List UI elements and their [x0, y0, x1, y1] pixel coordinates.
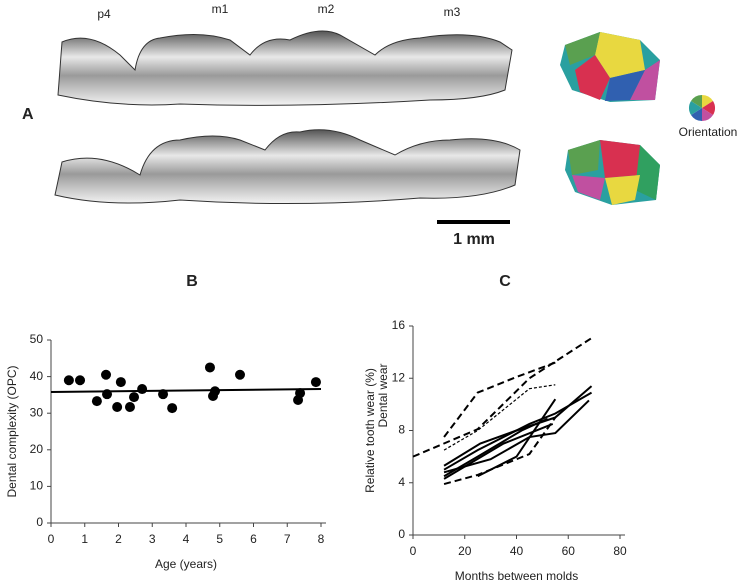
point [102, 389, 113, 400]
y-axis-label: Dental complexity (OPC) [5, 365, 19, 497]
point [158, 389, 169, 400]
y-tick-label: 50 [30, 332, 44, 346]
series-line [443, 391, 593, 471]
point [137, 384, 148, 395]
x-tick-label: 6 [250, 532, 257, 546]
tooth-label: m3 [444, 5, 461, 19]
point [115, 377, 126, 388]
tooth-row-upper [57, 30, 513, 106]
point [63, 375, 74, 386]
y-tick-label: 12 [392, 370, 406, 384]
series-line [443, 416, 557, 486]
series-line [412, 335, 595, 458]
x-tick-label: 1 [81, 532, 88, 546]
point [310, 377, 321, 388]
tooth-row-lower [54, 129, 521, 205]
series-line [443, 384, 556, 451]
x-axis-label: Months between molds [455, 569, 578, 583]
x-tick-label: 4 [183, 532, 190, 546]
point [204, 362, 215, 373]
point [235, 369, 245, 380]
series-line [443, 423, 554, 480]
x-tick-label: 0 [48, 532, 55, 546]
x-tick-label: 7 [284, 532, 291, 546]
y-tick-label: 10 [30, 479, 44, 493]
x-tick-label: 3 [149, 532, 156, 546]
y-tick-label: 40 [30, 369, 44, 383]
tooth-label: m1 [212, 2, 229, 16]
tooth-label: m2 [318, 2, 335, 16]
x-tick-label: 5 [216, 532, 223, 546]
series-line [477, 398, 557, 478]
point [91, 396, 102, 407]
scale-label: 1 mm [453, 231, 495, 248]
point [167, 403, 178, 414]
tooth-label: p4 [97, 7, 111, 21]
panel-a: A p4 m1 m2 m3 Orientation 1 mm [22, 2, 737, 248]
point [112, 401, 123, 412]
x-tick-label: 8 [318, 532, 325, 546]
x-tick-label: 0 [410, 544, 417, 558]
series-line [443, 361, 556, 438]
x-tick-label: 40 [510, 544, 524, 558]
y-tick-label: 8 [398, 423, 405, 437]
y-axis-label: Dental wear [376, 363, 390, 427]
chart-title: C [499, 273, 511, 290]
y-tick-label: 16 [392, 318, 406, 332]
point [75, 375, 86, 386]
y-tick-label: 0 [398, 527, 405, 541]
x-tick-label: 60 [562, 544, 576, 558]
x-tick-label: 80 [613, 544, 627, 558]
x-axis-label: Age (years) [155, 557, 217, 571]
y-tick-label: 4 [398, 475, 405, 489]
y-tick-label: 30 [30, 405, 44, 419]
series-line [443, 399, 590, 474]
panel-label: A [22, 106, 34, 123]
y-tick-label: 0 [36, 515, 43, 529]
point [129, 392, 140, 403]
y-tick-label: 20 [30, 442, 44, 456]
point [295, 388, 306, 399]
orientation-label: Orientation [679, 125, 738, 139]
point [124, 401, 135, 412]
orientation-map-upper [560, 32, 660, 102]
trend-line [50, 388, 322, 393]
chart-title: B [186, 273, 198, 290]
point [101, 369, 112, 380]
point [210, 386, 221, 397]
series-line [443, 417, 548, 478]
x-tick-label: 20 [458, 544, 472, 558]
orientation-map-lower [565, 140, 660, 205]
y-axis-label: Relative tooth wear (%) [363, 368, 377, 493]
orientation-wheel [688, 94, 716, 122]
x-tick-label: 2 [115, 532, 122, 546]
